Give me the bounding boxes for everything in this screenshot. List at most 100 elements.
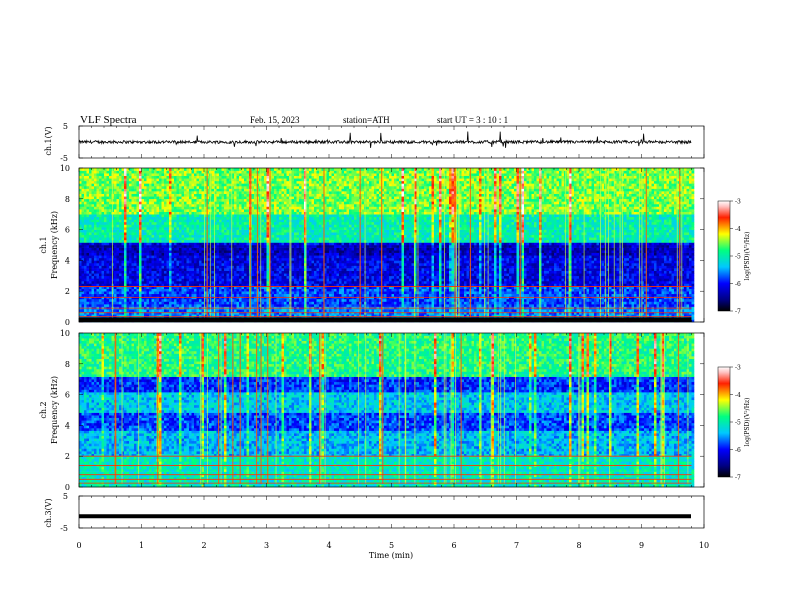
ch1-spectrogram-cell: [202, 299, 205, 302]
ch1-spectrogram-cell: [179, 178, 182, 181]
ch1-spectrogram-cell: [234, 266, 237, 269]
ch1-spectrogram-cell: [134, 235, 137, 238]
ch1-spectrogram-cell: [167, 250, 170, 253]
ch1-spectrogram-cell: [192, 268, 195, 271]
ch1-spectrogram-cell: [99, 266, 102, 269]
ch1-spectrogram-cell: [149, 245, 152, 248]
ch1-spectrogram-cell: [217, 196, 220, 199]
ch1-spectrogram-cell: [87, 171, 90, 174]
ch1-spectrogram-cell: [82, 253, 85, 256]
ch1-spectrogram-cell: [99, 219, 102, 222]
ch1-spectrogram-cell: [132, 189, 135, 192]
ch1-spectrogram-cell: [147, 168, 150, 171]
ch1-spectrogram-cell: [242, 258, 245, 261]
ch1-spectrogram-cell: [192, 273, 195, 276]
ch1-spectrogram-cell: [254, 235, 257, 238]
ch1-spectrogram-cell: [244, 291, 247, 294]
ch1-spectrogram-cell: [82, 250, 85, 253]
ch1-spectrogram-cell: [237, 309, 240, 312]
ch1-spectrogram-cell: [212, 240, 215, 243]
ch1-spectrogram-cell: [132, 225, 135, 228]
ch1-spectrogram-cell: [187, 201, 190, 204]
ch1-spectrogram-cell: [174, 183, 177, 186]
ch1-spectrogram-cell: [212, 196, 215, 199]
ch1-spectrogram-cell: [119, 240, 122, 243]
ch1-spectrogram-cell: [192, 271, 195, 274]
ch1-spectrogram-cell: [129, 181, 132, 184]
ch1-spectrogram-cell: [89, 289, 92, 292]
ch1-spectrogram-cell: [199, 168, 202, 171]
ch1-spectrogram-cell: [144, 242, 147, 245]
ch1-spectrogram-cell: [117, 201, 120, 204]
ch1-spectrogram-cell: [104, 201, 107, 204]
ch1-spectrogram-cell: [217, 194, 220, 197]
ch1-spectrogram-cell: [224, 291, 227, 294]
ch1-spectrogram-cell: [102, 248, 105, 251]
ch1-spectrogram-cell: [234, 191, 237, 194]
ch1-spectrogram-cell: [234, 222, 237, 225]
ch1-spectrogram-cell: [237, 191, 240, 194]
ch1-spectrogram-cell: [224, 253, 227, 256]
ch1-spectrogram-cell: [277, 242, 280, 245]
ch1-spectrogram-cell: [84, 168, 87, 171]
ch1-spectrogram-cell: [112, 253, 115, 256]
ch1-spectrogram-cell: [192, 207, 195, 210]
ch1-spectrogram-cell: [122, 230, 125, 233]
ch1-spectrogram-cell: [174, 284, 177, 287]
ch1-spectrogram-cell: [94, 219, 97, 222]
ch1-spectrogram-cell: [139, 299, 142, 302]
ch1-spectrogram-cell: [79, 214, 82, 217]
ch1-spectrogram-cell: [187, 309, 190, 312]
ch1-spectrogram-cell: [262, 173, 265, 176]
ch1-spectrogram-cell: [97, 176, 100, 179]
ch1-spectrogram-cell: [82, 178, 85, 181]
ch1-spectrogram-cell: [239, 276, 242, 279]
ch1-spectrogram-cell: [242, 186, 245, 189]
ch1-spectrogram-cell: [109, 291, 112, 294]
ch1-spectrogram-cell: [94, 209, 97, 212]
ch1-spectrogram-cell: [224, 214, 227, 217]
ch1-spectrogram-cell: [97, 168, 100, 171]
ch1-spectrogram-cell: [149, 278, 152, 281]
ch1-spectrogram-cell: [192, 168, 195, 171]
ch1-spectrogram-cell: [167, 212, 170, 215]
ch1-spectrogram-cell: [274, 250, 277, 253]
ch1-spectrogram-cell: [127, 273, 130, 276]
ch1-spectrogram-cell: [202, 201, 205, 204]
ch1-spectrogram-cell: [192, 176, 195, 179]
ch1-spectrogram-cell: [242, 225, 245, 228]
ch1-spectrogram-cell: [272, 196, 275, 199]
ch1-spectrogram-cell: [154, 227, 157, 230]
ch1-spectrogram-cell: [169, 176, 172, 179]
ch1-spectrogram-cell: [227, 196, 230, 199]
ch1-spectrogram-cell: [144, 204, 147, 207]
ch1-spectrogram-cell: [262, 204, 265, 207]
ch1-spectrogram-cell: [212, 304, 215, 307]
ch1-spectrogram-cell: [154, 207, 157, 210]
ch1-spectrogram-cell: [147, 178, 150, 181]
ch1-spectrogram-cell: [247, 186, 250, 189]
ch1-spectrogram-cell: [277, 219, 280, 222]
ch1-spectrogram-cell: [224, 289, 227, 292]
ch1-spectrogram-cell: [97, 253, 100, 256]
ch1-spectrogram-cell: [94, 181, 97, 184]
ch1-spectrogram-cell: [159, 171, 162, 174]
ch1-spectrogram-cell: [224, 178, 227, 181]
ch1-spectrogram-cell: [227, 201, 230, 204]
ch1-spectrogram-cell: [242, 299, 245, 302]
ch1-spectrogram-cell: [117, 196, 120, 199]
ch1-spectrogram-cell: [212, 291, 215, 294]
ch1-spectrogram-cell: [164, 171, 167, 174]
ch1-spectrogram-cell: [189, 217, 192, 220]
ch1-spectrogram-cell: [252, 271, 255, 274]
ch1-spectrogram-cell: [192, 181, 195, 184]
ch1-spectrogram-cell: [139, 281, 142, 284]
ch1-spectrogram-cell: [132, 250, 135, 253]
ch1-spectrogram-cell: [112, 183, 115, 186]
ch1-spectrogram-cell: [227, 294, 230, 297]
ch1-spectrogram-cell: [222, 291, 225, 294]
ch1-spectrogram-cell: [134, 225, 137, 228]
ch1-spectrogram-cell: [172, 253, 175, 256]
ch1-spectrogram-cell: [127, 191, 130, 194]
ch1-spectrogram-cell: [157, 309, 160, 312]
